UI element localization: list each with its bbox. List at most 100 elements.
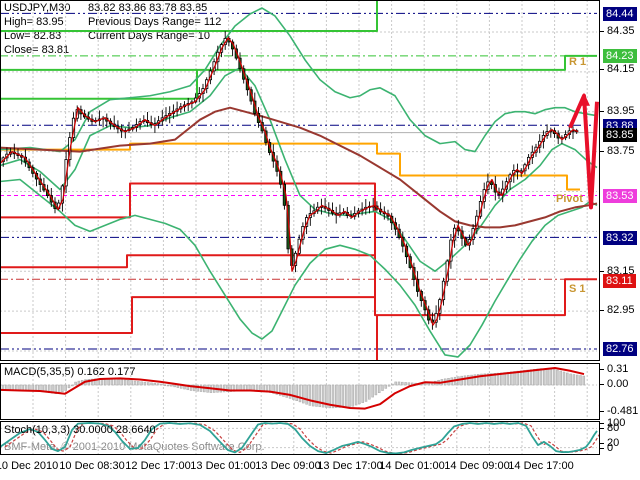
- price-axis[interactable]: 84.35 84.15 83.95 83.75 83.15 82.95 0.31 0.00 -0…: [600, 0, 640, 480]
- macd-histogram-bar: [308, 384, 312, 406]
- time-axis-label: 14 Dec 17:00: [508, 460, 574, 472]
- macd-histogram-bar: [559, 370, 562, 386]
- macd-histogram-bar: [325, 384, 328, 408]
- macd-histogram-bar: [480, 373, 483, 386]
- macd-histogram-bar: [338, 384, 341, 408]
- macd-histogram-bar: [110, 378, 114, 386]
- macd-histogram-bar: [292, 384, 295, 400]
- time-axis-label: 10 Dec 2010: [0, 460, 59, 472]
- macd-histogram-bar: [546, 368, 549, 386]
- stochastic-indicator-panel[interactable]: [0, 421, 600, 455]
- macd-histogram-bar: [552, 369, 556, 386]
- stoch-main-line: [0, 422, 598, 455]
- macd-histogram-bar: [397, 381, 401, 386]
- macd-histogram-bar: [579, 375, 582, 386]
- macd-histogram-bar: [153, 382, 157, 386]
- prev-high-1-line: [0, 0, 378, 32]
- macd-histogram-bar: [285, 384, 289, 398]
- macd-histogram-bar: [377, 384, 381, 394]
- macd-histogram-bar: [381, 384, 384, 391]
- macd-histogram-bar: [542, 368, 546, 386]
- macd-histogram-bar: [150, 382, 153, 386]
- macd-histogram-bar: [569, 373, 572, 386]
- level-label-s1: S 1: [569, 283, 586, 295]
- macd-histogram-bar: [137, 381, 140, 386]
- symbol-period-label: USDJPY,M30: [4, 2, 71, 14]
- macd-histogram-bar: [143, 381, 147, 386]
- macd-histogram-bar: [335, 384, 338, 408]
- macd-histogram-bar: [61, 384, 64, 392]
- price-badge-82.76: 82.76: [603, 342, 637, 356]
- pivot-line-line: [0, 142, 580, 191]
- band-upper: [0, 7, 598, 153]
- macd-histogram-bar: [533, 369, 536, 386]
- macd-histogram-bar: [556, 369, 559, 386]
- macd-histogram-bar: [140, 381, 143, 386]
- macd-histogram-bar: [539, 368, 543, 386]
- macd-histogram-bar: [536, 368, 539, 386]
- macd-histogram-bar: [321, 384, 325, 408]
- macd-histogram-bar: [222, 384, 226, 393]
- level-label-r1: R 1: [569, 56, 587, 68]
- macd-histogram-bar: [575, 374, 579, 386]
- support-b-line: [0, 254, 375, 269]
- macd-histogram-bar: [189, 384, 193, 391]
- macd-histogram-bar: [146, 382, 150, 386]
- macd-histogram-bar: [483, 373, 487, 386]
- macd-histogram-bar: [302, 384, 305, 404]
- macd-histogram-bar: [67, 384, 71, 389]
- macd-histogram-bar: [163, 384, 166, 386]
- main-price-chart[interactable]: [0, 0, 600, 361]
- macd-histogram-bar: [493, 373, 496, 386]
- macd-histogram-bar: [351, 384, 355, 407]
- slow-ma-line: [0, 106, 598, 229]
- zigzag-arrowhead: [578, 92, 590, 106]
- close-label: Close= 83.81: [4, 44, 70, 56]
- macd-histogram-bar: [57, 384, 61, 393]
- price-badge-84.44: 84.44: [603, 7, 637, 21]
- macd-indicator-panel[interactable]: [0, 363, 600, 420]
- macd-histogram-bar: [133, 380, 137, 386]
- macd-histogram-bar: [341, 384, 345, 408]
- macd-histogram-bar: [526, 369, 529, 386]
- macd-histogram-bar: [358, 384, 361, 405]
- macd-histogram-bar: [229, 384, 232, 392]
- macd-histogram-bar: [282, 384, 285, 397]
- time-axis-label: 14 Dec 01:00: [379, 460, 445, 472]
- time-axis-label: 10 Dec 08:30: [59, 460, 125, 472]
- level-label-pivot: Pivot: [556, 193, 583, 205]
- macd-histogram-bar: [278, 384, 282, 396]
- macd-histogram-bar: [387, 384, 391, 387]
- macd-histogram-bar: [288, 384, 292, 399]
- macd-histogram-bar: [496, 372, 500, 386]
- price-badge-83.53: 83.53: [603, 189, 637, 203]
- stoch-frame: [0, 421, 600, 455]
- macd-histogram-bar: [156, 383, 160, 386]
- macd-histogram-bar: [473, 374, 477, 386]
- macd-histogram-bar: [311, 384, 315, 407]
- macd-histogram-bar: [486, 373, 490, 386]
- macd-frame: [0, 363, 600, 420]
- high-label: High= 83.95: [4, 16, 64, 28]
- macd-histogram-bar: [127, 380, 130, 386]
- macd-histogram-bar: [123, 379, 127, 386]
- macd-histogram-bar: [529, 369, 533, 386]
- price-badge-83.32: 83.32: [603, 231, 637, 245]
- macd-histogram-bar: [348, 384, 351, 408]
- macd-histogram-bar: [391, 383, 394, 386]
- zigzag-signal: [568, 93, 599, 210]
- macd-histogram-bar: [275, 384, 279, 395]
- macd-histogram-bar: [298, 384, 302, 403]
- macd-histogram-bar: [549, 369, 553, 386]
- price-badge-83.11: 83.11: [603, 274, 636, 288]
- macd-histogram-bar: [113, 378, 117, 386]
- macd-histogram-bar: [71, 384, 74, 387]
- macd-histogram-bar: [394, 381, 397, 386]
- macd-histogram-bar: [173, 384, 176, 388]
- macd-histogram-bar: [295, 384, 298, 401]
- macd-histogram-bar: [315, 384, 318, 407]
- macd-histogram-bar: [344, 384, 348, 408]
- support-a-line: [0, 182, 597, 317]
- macd-histogram-bar: [519, 370, 523, 386]
